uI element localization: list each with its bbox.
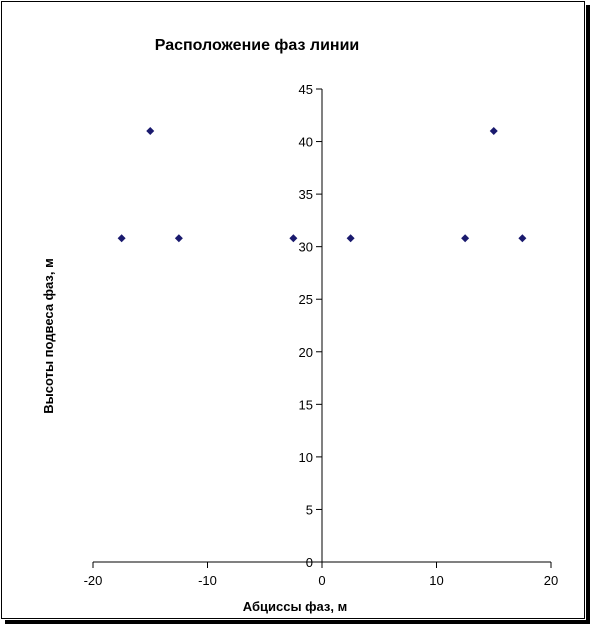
data-point (346, 234, 355, 243)
y-tick-label: 10 (299, 450, 313, 465)
data-point (146, 127, 155, 136)
tick-labels: -20 -10 0 10 20 0 5 10 15 20 25 30 35 40 45 (84, 82, 559, 588)
data-point (461, 234, 470, 243)
y-tick-label: 25 (299, 292, 313, 307)
data-point (489, 127, 498, 136)
chart-area (1, 1, 585, 619)
y-tick-label: 45 (299, 82, 313, 97)
y-tick-label: 35 (299, 187, 313, 202)
chart-title: Расположение фаз линии (155, 37, 360, 54)
y-tick-label: 20 (299, 345, 313, 360)
x-tick-label: 10 (429, 573, 443, 588)
y-tick-label: 30 (299, 240, 313, 255)
chart-shadow-bottom (5, 620, 590, 624)
y-axis-label: Высоты подвеса фаз, м (41, 258, 56, 413)
x-axis-label: Абциссы фаз, м (243, 599, 347, 614)
chart-shadow-right (586, 5, 590, 624)
data-points (117, 127, 527, 243)
x-tick-label: 0 (318, 573, 325, 588)
data-point (518, 234, 527, 243)
x-tick-label: 20 (544, 573, 558, 588)
x-tick-label: -10 (198, 573, 217, 588)
data-point (117, 234, 126, 243)
data-point (289, 234, 298, 243)
x-tick-label: -20 (84, 573, 103, 588)
y-tick-label: 15 (299, 397, 313, 412)
y-tick-label: 5 (306, 502, 313, 517)
y-tick-label: 40 (299, 135, 313, 150)
y-tick-label: 0 (306, 555, 313, 570)
data-point (174, 234, 183, 243)
axes (92, 88, 552, 568)
